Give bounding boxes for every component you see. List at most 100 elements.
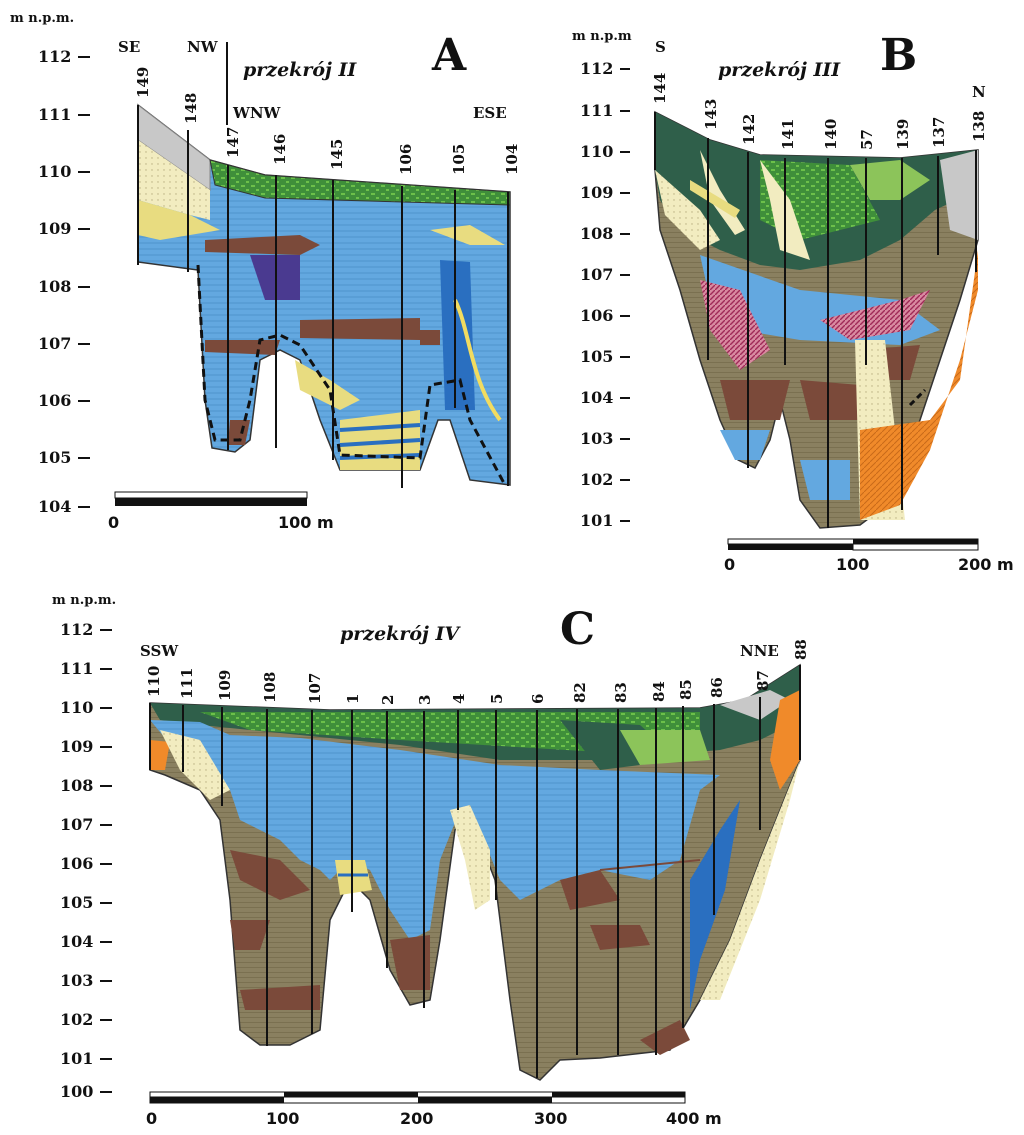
panel-a-direction-ese: ESE bbox=[473, 104, 507, 122]
panel-c-direction-ssw: SSW bbox=[140, 642, 179, 660]
panel-b-scale-bar: 0 100 200 m bbox=[724, 538, 1014, 574]
borehole-106: 106 bbox=[397, 144, 415, 175]
panel-b-tick-106: 106 bbox=[580, 306, 613, 325]
borehole-84: 84 bbox=[650, 681, 668, 702]
panel-c-tick-104: 104 bbox=[60, 932, 93, 951]
panel-c-unit: m n.p.m. bbox=[52, 593, 116, 608]
panel-b-scale-start: 0 bbox=[724, 555, 735, 574]
panel-b-section bbox=[654, 110, 979, 529]
borehole-105: 105 bbox=[450, 144, 468, 175]
panel-b-direction-s: S bbox=[655, 38, 666, 56]
borehole-2: 2 bbox=[379, 695, 397, 705]
borehole-146: 146 bbox=[271, 134, 289, 165]
panel-a-letter: A bbox=[431, 30, 467, 81]
panel-a-direction-nw: NW bbox=[187, 38, 219, 56]
panel-a-tick-110: 110 bbox=[38, 162, 71, 181]
panel-c-letter: C bbox=[560, 604, 595, 655]
panel-c-direction-nne: NNE bbox=[740, 642, 779, 660]
panel-c-tick-102: 102 bbox=[60, 1010, 93, 1029]
panel-c-tick-103: 103 bbox=[60, 971, 93, 990]
panel-b-letter: B bbox=[880, 30, 917, 81]
borehole-109: 109 bbox=[216, 670, 234, 701]
panel-c-tick-107: 107 bbox=[60, 815, 93, 834]
panel-c-scale-start: 0 bbox=[146, 1109, 157, 1128]
panel-b-tick-109: 109 bbox=[580, 183, 613, 202]
panel-a-tick-112: 112 bbox=[38, 47, 71, 66]
panel-c-tick-106: 106 bbox=[60, 854, 93, 873]
borehole-145: 145 bbox=[328, 139, 346, 170]
borehole-87: 87 bbox=[754, 670, 772, 691]
panel-a: m n.p.m. 112 111 110 109 108 107 106 105… bbox=[10, 11, 521, 532]
panel-b-unit: m n.p.m bbox=[572, 29, 632, 44]
borehole-107: 107 bbox=[306, 673, 324, 704]
panel-b-tick-112: 112 bbox=[580, 59, 613, 78]
panel-b-tick-105: 105 bbox=[580, 347, 613, 366]
panel-c-tick-100: 100 bbox=[60, 1082, 93, 1101]
panel-a-tick-111: 111 bbox=[38, 105, 71, 124]
panel-c-tick-101: 101 bbox=[60, 1049, 93, 1068]
panel-a-boreholes: 149 148 147 146 145 106 105 104 bbox=[134, 67, 521, 488]
panel-b-tick-102: 102 bbox=[580, 470, 613, 489]
borehole-82: 82 bbox=[571, 682, 589, 703]
borehole-83: 83 bbox=[612, 682, 630, 703]
panel-c-scale-300: 300 bbox=[534, 1109, 567, 1128]
panel-c-title: przekrój IV bbox=[340, 623, 461, 645]
panel-a-unit: m n.p.m. bbox=[10, 11, 74, 26]
borehole-108: 108 bbox=[261, 672, 279, 703]
panel-c-tick-105: 105 bbox=[60, 893, 93, 912]
panel-c-scale-100: 100 bbox=[266, 1109, 299, 1128]
borehole-147: 147 bbox=[224, 127, 242, 158]
borehole-139: 139 bbox=[894, 119, 912, 150]
panel-c-scale-end: 400 m bbox=[666, 1109, 722, 1128]
panel-b-tick-108: 108 bbox=[580, 224, 613, 243]
panel-b-tick-104: 104 bbox=[580, 388, 613, 407]
borehole-3: 3 bbox=[416, 695, 434, 705]
panel-a-title: przekrój II bbox=[243, 59, 357, 81]
panel-b-scale-mid: 100 bbox=[836, 555, 869, 574]
panel-c-boreholes: 110 111 109 108 107 1 2 3 4 5 6 82 83 84… bbox=[145, 639, 810, 1078]
panel-c: m n.p.m. 112 111 110 109 108 107 106 105… bbox=[52, 593, 810, 1128]
borehole-4: 4 bbox=[450, 694, 468, 704]
borehole-137: 137 bbox=[930, 117, 948, 148]
panel-a-tick-109: 109 bbox=[38, 219, 71, 238]
panel-a-direction-wnw: WNW bbox=[232, 104, 282, 122]
borehole-148: 148 bbox=[182, 93, 200, 124]
panel-b-scale-end: 200 m bbox=[958, 555, 1014, 574]
borehole-86: 86 bbox=[708, 677, 726, 698]
borehole-138: 138 bbox=[970, 111, 988, 142]
borehole-143: 143 bbox=[702, 99, 720, 130]
borehole-1: 1 bbox=[344, 694, 362, 704]
borehole-104: 104 bbox=[503, 144, 521, 175]
panel-b-tick-103: 103 bbox=[580, 429, 613, 448]
panel-c-section bbox=[149, 663, 801, 1081]
borehole-142: 142 bbox=[740, 114, 758, 145]
panel-a-tick-107: 107 bbox=[38, 334, 71, 353]
panel-a-scale-start: 0 bbox=[108, 513, 119, 532]
panel-a-scale-end: 100 m bbox=[278, 513, 334, 532]
panel-c-tick-110: 110 bbox=[60, 698, 93, 717]
borehole-141: 141 bbox=[779, 119, 797, 150]
borehole-88: 88 bbox=[792, 639, 810, 660]
borehole-111: 111 bbox=[178, 668, 196, 699]
panel-b: m n.p.m 112 111 110 109 108 107 106 105 … bbox=[572, 29, 1014, 574]
borehole-144: 144 bbox=[651, 73, 669, 104]
panel-b-tick-111: 111 bbox=[580, 101, 613, 120]
panel-a-tick-108: 108 bbox=[38, 277, 71, 296]
panel-c-tick-108: 108 bbox=[60, 776, 93, 795]
panel-b-title: przekrój III bbox=[718, 59, 841, 81]
borehole-140: 140 bbox=[822, 119, 840, 150]
panel-b-boreholes: 144 143 142 141 140 57 139 137 138 bbox=[651, 73, 988, 528]
panel-c-tick-109: 109 bbox=[60, 737, 93, 756]
panel-c-tick-111: 111 bbox=[60, 659, 93, 678]
borehole-85: 85 bbox=[677, 679, 695, 700]
panel-b-tick-110: 110 bbox=[580, 142, 613, 161]
panel-c-scale-bar: 0 100 200 300 400 m bbox=[146, 1091, 722, 1128]
borehole-5: 5 bbox=[488, 694, 506, 704]
panel-c-tick-112: 112 bbox=[60, 620, 93, 639]
panel-b-tick-107: 107 bbox=[580, 265, 613, 284]
panel-c-y-axis: 112 111 110 109 108 107 106 105 104 103 … bbox=[60, 620, 112, 1101]
panel-b-y-axis: 112 111 110 109 108 107 106 105 104 103 … bbox=[580, 59, 630, 530]
panel-c-scale-200: 200 bbox=[400, 1109, 433, 1128]
borehole-57: 57 bbox=[858, 129, 876, 150]
